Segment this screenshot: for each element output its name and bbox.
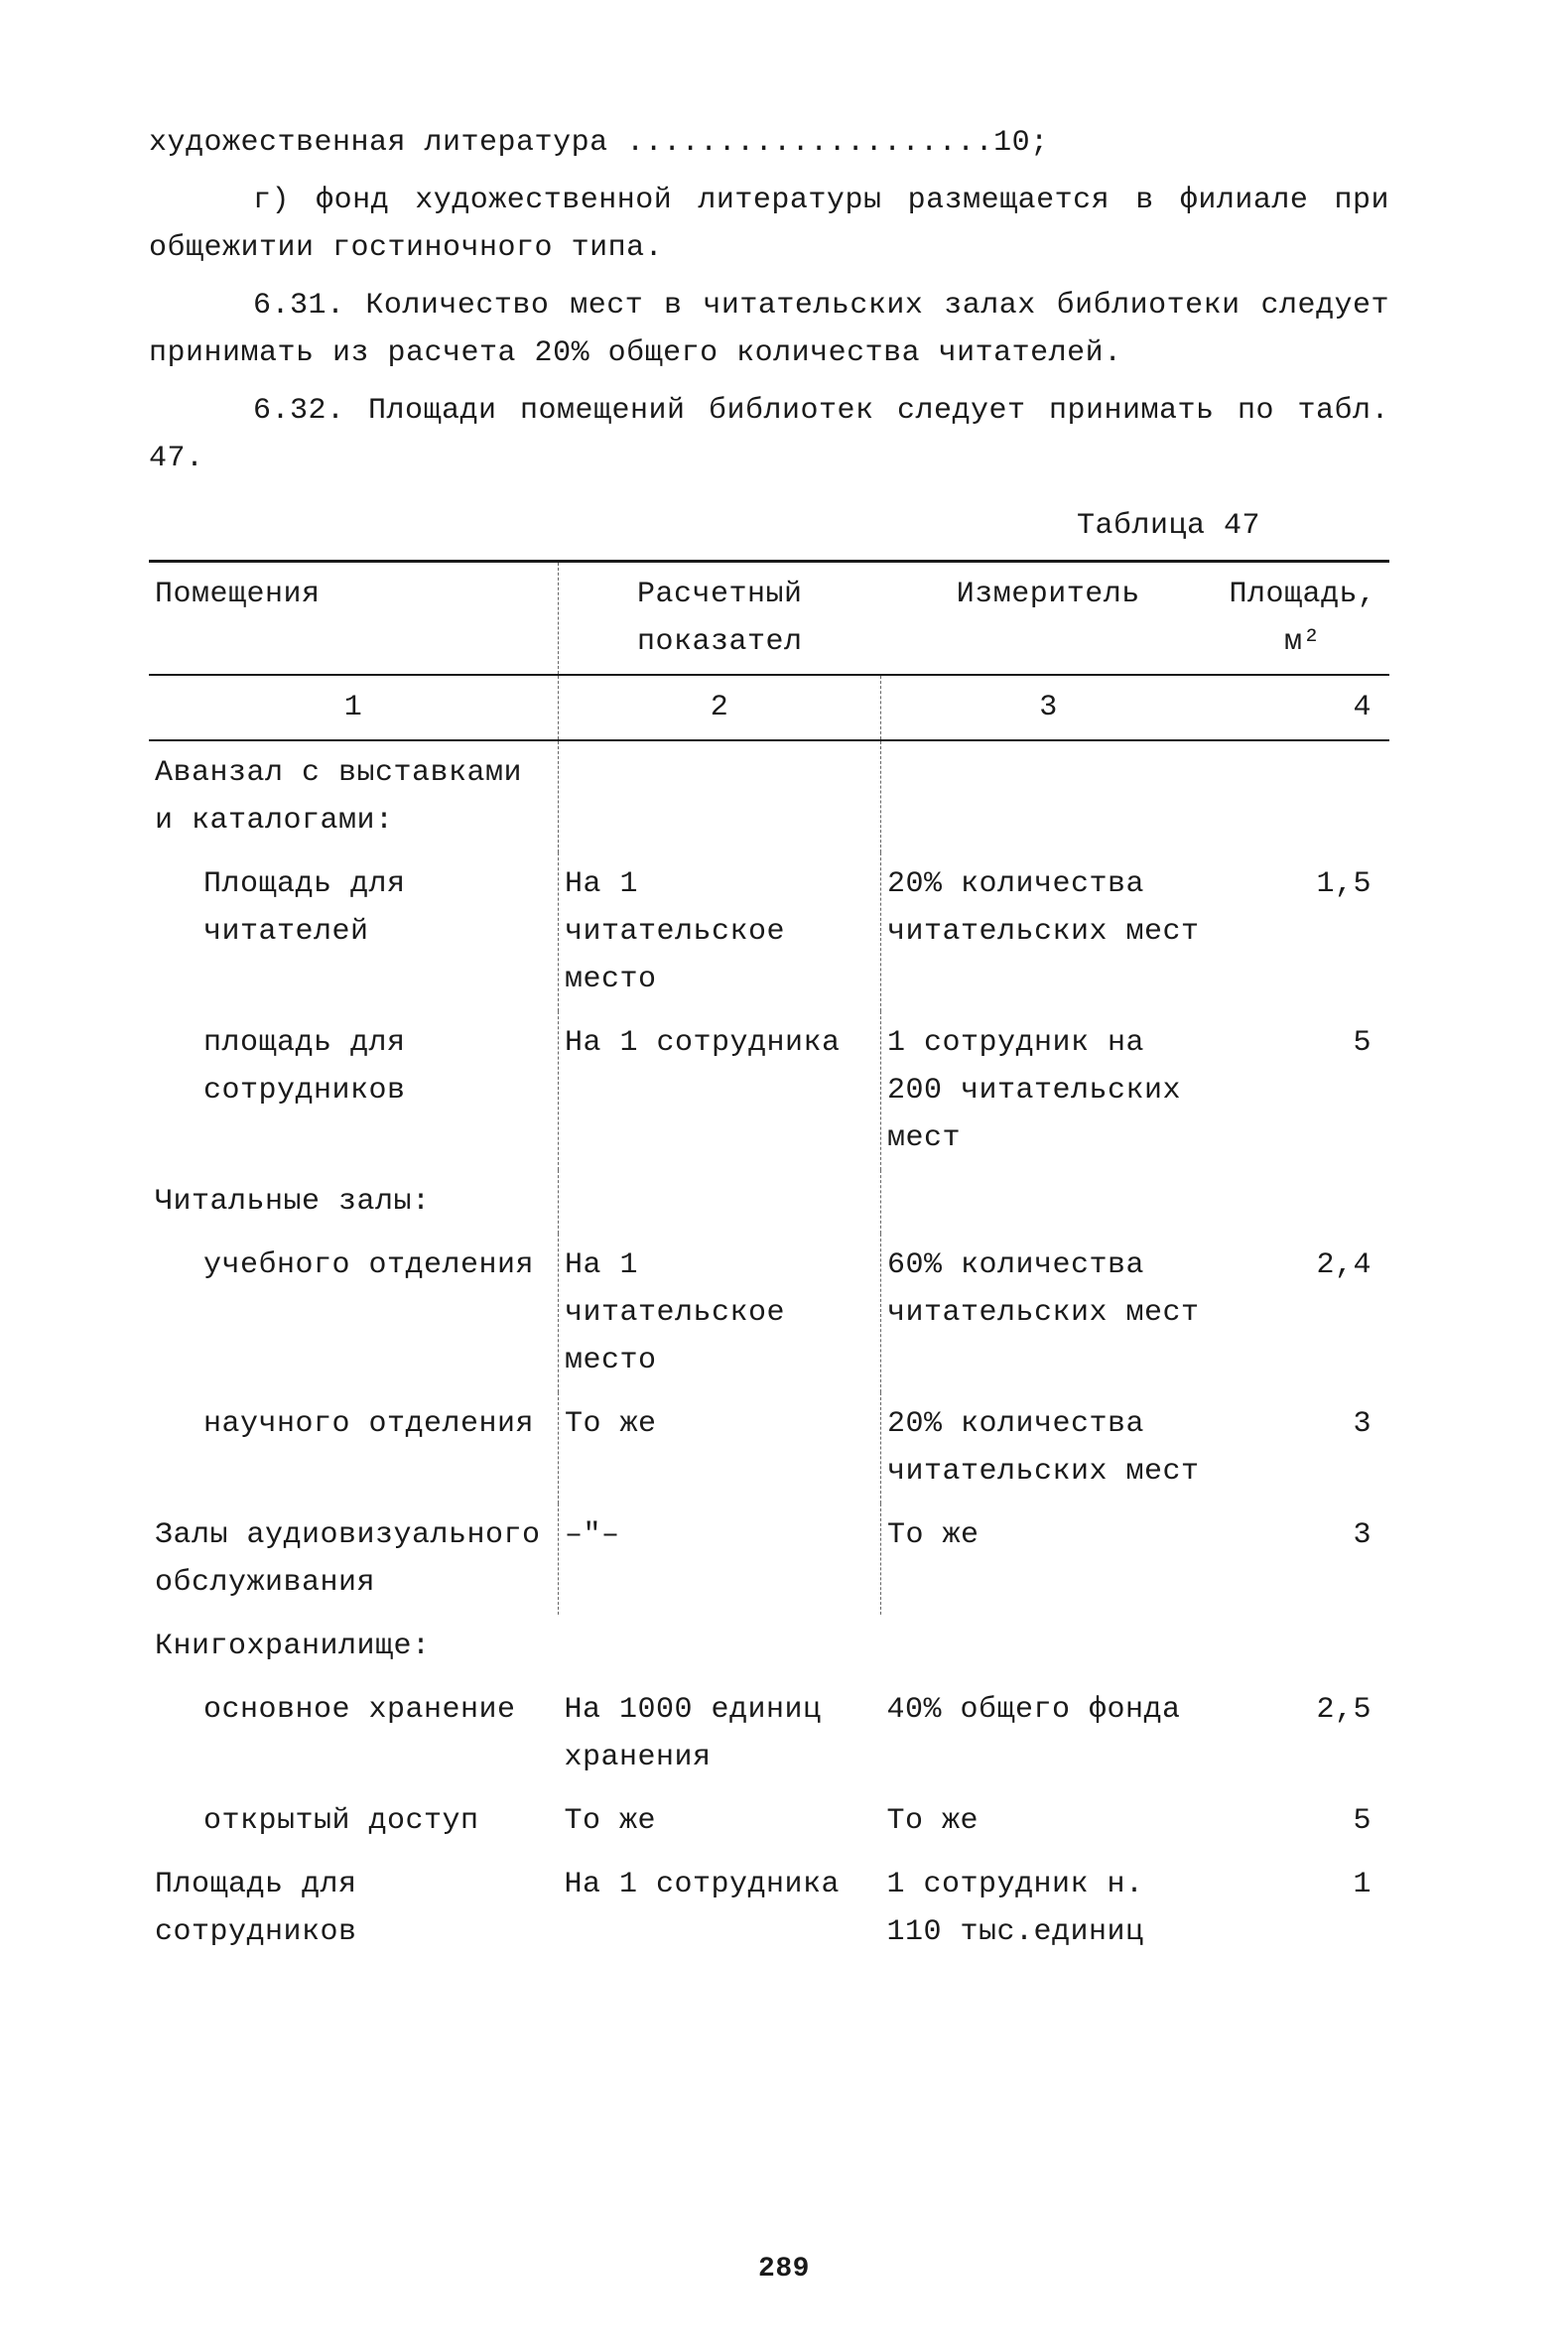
cell: площадь для сотрудников [149, 1011, 559, 1170]
cell: основное хранение [149, 1678, 559, 1789]
cell: 2,4 [1216, 1234, 1389, 1392]
table-row: научного отделенияТо же20% количества чи… [149, 1392, 1389, 1503]
table-row: Площадь для читателейНа 1 читательское м… [149, 852, 1389, 1011]
table-47: Помещения Расчетный показател Измеритель… [149, 560, 1389, 1964]
cell: 1 сотрудник н. 110 тыс.единиц [881, 1853, 1217, 1964]
cell: 20% количества читательских мест [881, 1392, 1217, 1503]
table-row: Аванзал с выставками и каталогами: [149, 740, 1389, 852]
body-line: 6.32. Площади помещений библиотек следуе… [149, 387, 1389, 482]
cell [881, 740, 1217, 852]
cell: Книгохранилище: [149, 1615, 559, 1678]
cell: 60% количества читательских мест [881, 1234, 1217, 1392]
cell: 5 [1216, 1011, 1389, 1170]
cell [881, 1170, 1217, 1234]
cell: На 1 читательское место [559, 1234, 881, 1392]
table-row: основное хранениеНа 1000 единиц хранения… [149, 1678, 1389, 1789]
cell: 40% общего фонда [881, 1678, 1217, 1789]
table-row: учебного отделенияНа 1 читательское мест… [149, 1234, 1389, 1392]
cell: 1,5 [1216, 852, 1389, 1011]
body-line: 6.31. Количество мест в читательских зал… [149, 282, 1389, 377]
cell [1216, 1170, 1389, 1234]
col-header: Расчетный показател [559, 562, 881, 676]
cell: На 1 читательское место [559, 852, 881, 1011]
cell: Аванзал с выставками и каталогами: [149, 740, 559, 852]
cell: учебного отделения [149, 1234, 559, 1392]
cell: 1 [1216, 1853, 1389, 1964]
cell: открытый доступ [149, 1789, 559, 1853]
table-row: Книгохранилище: [149, 1615, 1389, 1678]
cell: На 1000 единиц хранения [559, 1678, 881, 1789]
body-line: художественная литература ..............… [149, 119, 1389, 167]
col-number: 4 [1216, 675, 1389, 740]
cell: Читальные залы: [149, 1170, 559, 1234]
cell [559, 740, 881, 852]
table-body: Аванзал с выставками и каталогами:Площад… [149, 740, 1389, 1964]
cell [559, 1615, 881, 1678]
col-header: Помещения [149, 562, 559, 676]
cell: Залы аудиовизуального обслуживания [149, 1503, 559, 1615]
cell: То же [881, 1789, 1217, 1853]
body-line: г) фонд художественной литературы размещ… [149, 177, 1389, 272]
cell: Площадь для читателей [149, 852, 559, 1011]
col-header: Площадь, м² [1216, 562, 1389, 676]
table-caption: Таблица 47 [149, 502, 1389, 550]
table-row: открытый доступТо жеТо же5 [149, 1789, 1389, 1853]
cell: 2,5 [1216, 1678, 1389, 1789]
cell: 3 [1216, 1503, 1389, 1615]
cell: Площадь для сотрудников [149, 1853, 559, 1964]
col-number: 2 [559, 675, 881, 740]
cell: На 1 сотрудника [559, 1853, 881, 1964]
cell: То же [559, 1789, 881, 1853]
cell: 1 сотрудник на 200 читательских мест [881, 1011, 1217, 1170]
cell [1216, 1615, 1389, 1678]
cell: То же [881, 1503, 1217, 1615]
col-number: 1 [149, 675, 559, 740]
cell: На 1 сотрудника [559, 1011, 881, 1170]
cell [881, 1615, 1217, 1678]
table-row: площадь для сотрудниковНа 1 сотрудника1 … [149, 1011, 1389, 1170]
table-row: Залы аудиовизуального обслуживания–"–То … [149, 1503, 1389, 1615]
col-number: 3 [881, 675, 1217, 740]
table-row: Читальные залы: [149, 1170, 1389, 1234]
cell: 5 [1216, 1789, 1389, 1853]
cell: То же [559, 1392, 881, 1503]
cell [1216, 740, 1389, 852]
cell [559, 1170, 881, 1234]
table-row: Площадь для сотрудниковНа 1 сотрудника1 … [149, 1853, 1389, 1964]
cell: научного отделения [149, 1392, 559, 1503]
col-header: Измеритель [881, 562, 1217, 676]
cell: 20% количества читательских мест [881, 852, 1217, 1011]
cell: 3 [1216, 1392, 1389, 1503]
page-number: 289 [0, 2248, 1568, 2292]
cell: –"– [559, 1503, 881, 1615]
